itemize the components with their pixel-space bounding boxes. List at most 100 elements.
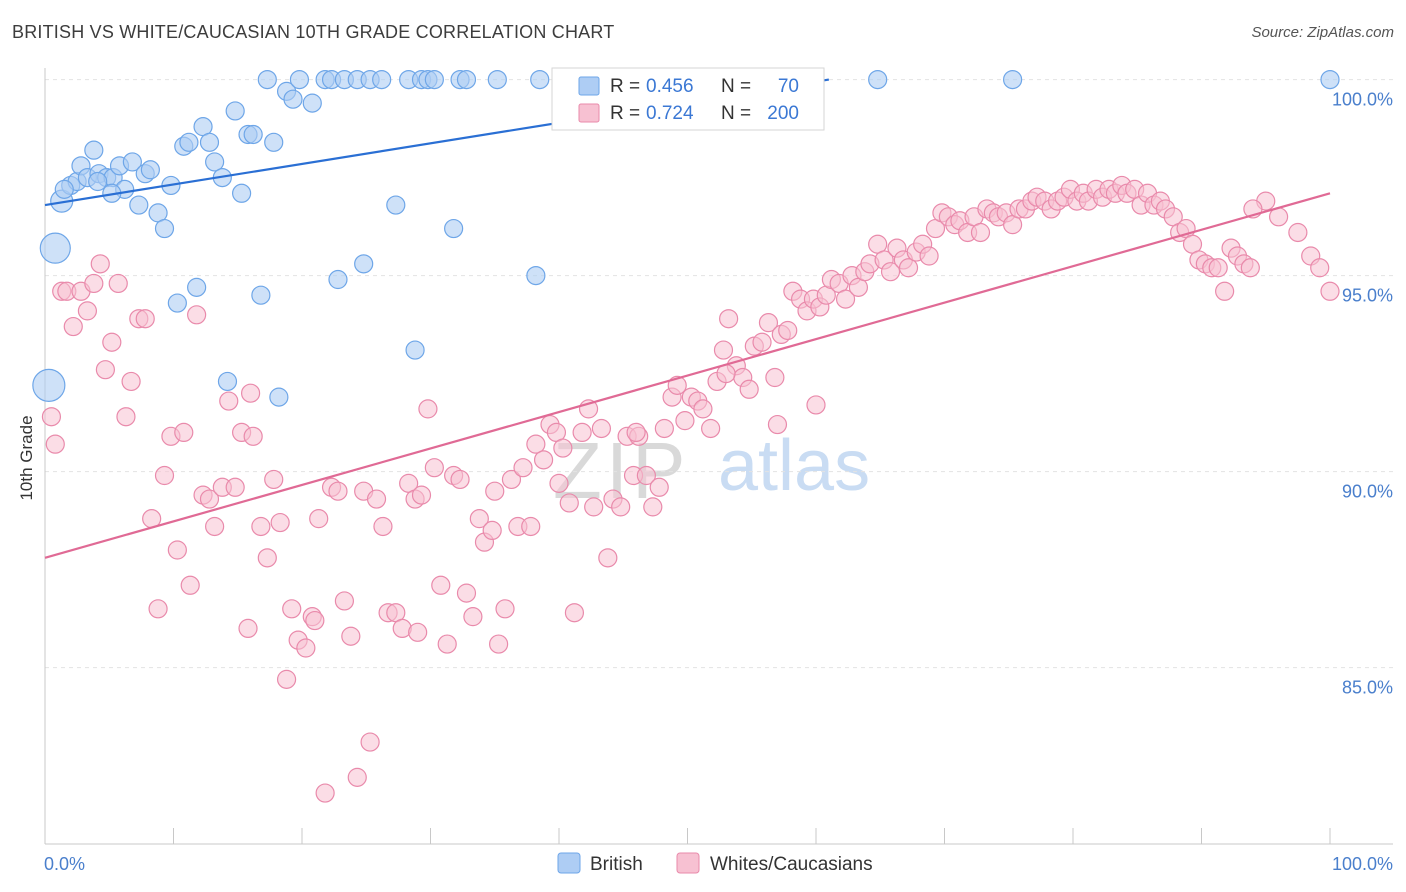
whites-point [636, 465, 656, 486]
whites-point [463, 607, 483, 627]
whites-point [456, 583, 477, 603]
british-points [32, 69, 1340, 407]
whites-point [225, 477, 245, 497]
whites-point [282, 599, 302, 619]
whites-point [765, 367, 785, 388]
whites-point [90, 254, 110, 274]
british-point [39, 232, 71, 264]
whites-point [701, 418, 721, 439]
whites-point [373, 516, 393, 537]
y-tick-label: 90.0% [1342, 482, 1393, 502]
whites-point [767, 414, 788, 435]
british-point [526, 266, 546, 286]
whites-point [309, 509, 329, 529]
whites-point [1215, 281, 1235, 301]
whites-point [187, 305, 207, 325]
british-point [456, 69, 477, 90]
whites-point [411, 485, 432, 505]
whites-point [84, 273, 104, 294]
british-point [217, 371, 238, 392]
whites-point [591, 418, 612, 439]
whites-point [513, 458, 533, 478]
whites-point [611, 497, 631, 517]
british-point [328, 269, 348, 290]
british-point [225, 101, 245, 121]
british-point [243, 124, 263, 145]
whites-point [63, 316, 83, 337]
y-axis-label: 10th Grade [17, 415, 36, 500]
axes [44, 68, 1393, 845]
whites-point [77, 301, 98, 321]
british-point [179, 132, 199, 152]
whites-point [334, 591, 355, 611]
british-point [1320, 69, 1340, 90]
british-point [232, 183, 252, 203]
british-point [257, 69, 277, 90]
whites-point [41, 407, 62, 427]
british-r-value: 0.456 [646, 76, 694, 97]
british-point [205, 152, 225, 172]
whites-point [257, 548, 277, 568]
whites-point [180, 575, 200, 595]
whites-point [205, 516, 225, 537]
y-tick-label: 100.0% [1332, 90, 1393, 110]
whites-point [693, 399, 713, 419]
british-point [122, 152, 142, 172]
whites-series-swatch [676, 852, 700, 874]
british-point [54, 179, 74, 199]
stats-legend: R = 0.456 N = 70 R = 0.724 N = 200 [551, 67, 825, 131]
british-point [88, 171, 108, 192]
whites-point [1320, 281, 1340, 301]
watermark-atlas: atlas [718, 426, 870, 506]
whites-point [450, 469, 470, 490]
y-tick-label: 95.0% [1342, 286, 1393, 306]
british-series-label: British [590, 854, 643, 875]
whites-point [116, 407, 136, 427]
british-r-label: R = [610, 76, 640, 97]
whites-point [238, 618, 258, 639]
whites-point [219, 391, 239, 411]
whites-point [154, 465, 175, 486]
british-n-label: N = [721, 76, 751, 97]
x-tick-label-min: 0.0% [44, 854, 85, 874]
series-legend: British Whites/Caucasians [557, 852, 873, 875]
whites-legend-swatch [578, 103, 600, 123]
whites-point [174, 422, 194, 442]
whites-trend-line [44, 192, 1331, 559]
whites-point [366, 489, 387, 509]
whites-point [296, 638, 316, 658]
whites-series-label: Whites/Caucasians [710, 854, 873, 875]
x-tick-label-max: 100.0% [1332, 854, 1393, 874]
whites-point [919, 246, 939, 266]
whites-point [243, 426, 263, 446]
whites-point [276, 669, 297, 689]
whites-point [95, 360, 115, 380]
whites-point [135, 309, 155, 329]
whites-point [408, 622, 428, 642]
british-point [424, 69, 444, 90]
whites-point [341, 626, 361, 646]
whites-point [713, 340, 734, 360]
british-point [405, 340, 425, 360]
whites-point [328, 481, 348, 501]
whites-point [584, 497, 604, 517]
whites-point [495, 599, 515, 619]
british-series-swatch [557, 852, 581, 874]
whites-point [521, 516, 541, 537]
whites-point [148, 599, 168, 619]
whites-point [489, 634, 509, 654]
british-n-value: 70 [778, 76, 799, 97]
british-point [84, 140, 104, 160]
whites-point [598, 548, 618, 568]
british-point [269, 387, 289, 407]
british-point [32, 368, 66, 402]
british-point [199, 132, 220, 152]
y-tick-labels: 100.0% 95.0% 90.0% 85.0% [1332, 90, 1393, 698]
whites-point [778, 320, 798, 341]
british-point [1003, 69, 1023, 90]
whites-point [315, 783, 335, 803]
whites-n-value: 200 [767, 103, 799, 124]
whites-point [45, 434, 65, 454]
whites-point [485, 481, 505, 501]
